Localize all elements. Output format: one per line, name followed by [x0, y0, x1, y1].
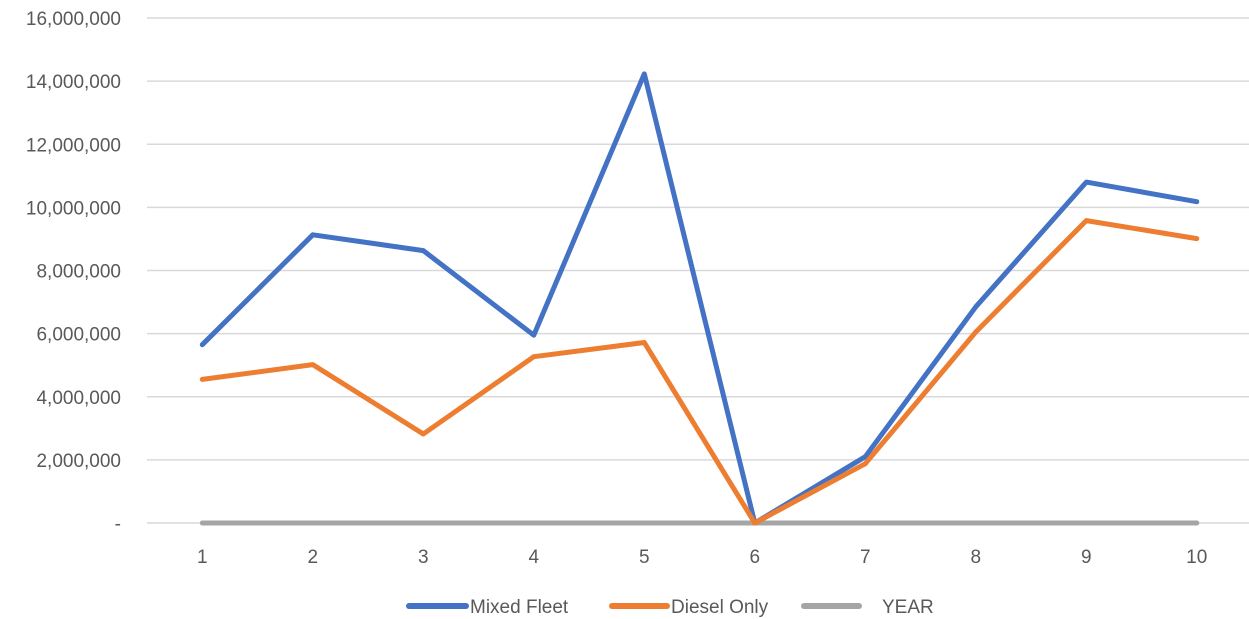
legend-label: Diesel Only	[671, 597, 769, 618]
gridlines	[147, 17, 1249, 524]
y-tick-label: 10,000,000	[26, 198, 121, 219]
x-tick-label: 7	[860, 547, 871, 568]
series-line-diesel-only	[199, 218, 1200, 526]
x-axis: 1 2 3 4 5 6 7 8 9 10	[197, 547, 1207, 568]
legend-item-mixed-fleet: Mixed Fleet	[406, 597, 569, 618]
y-tick-label: 4,000,000	[36, 388, 121, 409]
x-tick-label: 9	[1081, 547, 1092, 568]
x-tick-label: 1	[197, 547, 208, 568]
y-tick-label: 16,000,000	[26, 9, 121, 30]
x-tick-label: 2	[307, 547, 318, 568]
y-tick-label: 14,000,000	[26, 72, 121, 93]
x-tick-label: 4	[528, 547, 539, 568]
legend-item-diesel-only: Diesel Only	[609, 597, 769, 618]
legend: Mixed Fleet Diesel Only YEAR	[406, 597, 934, 618]
legend-label: Mixed Fleet	[470, 597, 569, 618]
y-tick-label: 12,000,000	[26, 135, 121, 156]
x-tick-label: 10	[1186, 547, 1207, 568]
y-tick-label: 8,000,000	[36, 262, 121, 283]
y-tick-label: 2,000,000	[36, 451, 121, 472]
x-tick-label: 6	[749, 547, 760, 568]
y-axis: - 2,000,000 4,000,000 6,000,000 8,000,000 10,…	[26, 9, 121, 535]
legend-item-year: YEAR	[801, 597, 934, 618]
series-line-mixed-fleet	[199, 71, 1200, 526]
x-tick-label: 8	[970, 547, 981, 568]
x-tick-label: 3	[418, 547, 429, 568]
legend-label: YEAR	[882, 597, 934, 618]
series-lines	[199, 71, 1200, 526]
y-tick-label: 6,000,000	[36, 325, 121, 346]
x-tick-label: 5	[639, 547, 650, 568]
y-tick-label: -	[115, 514, 121, 535]
